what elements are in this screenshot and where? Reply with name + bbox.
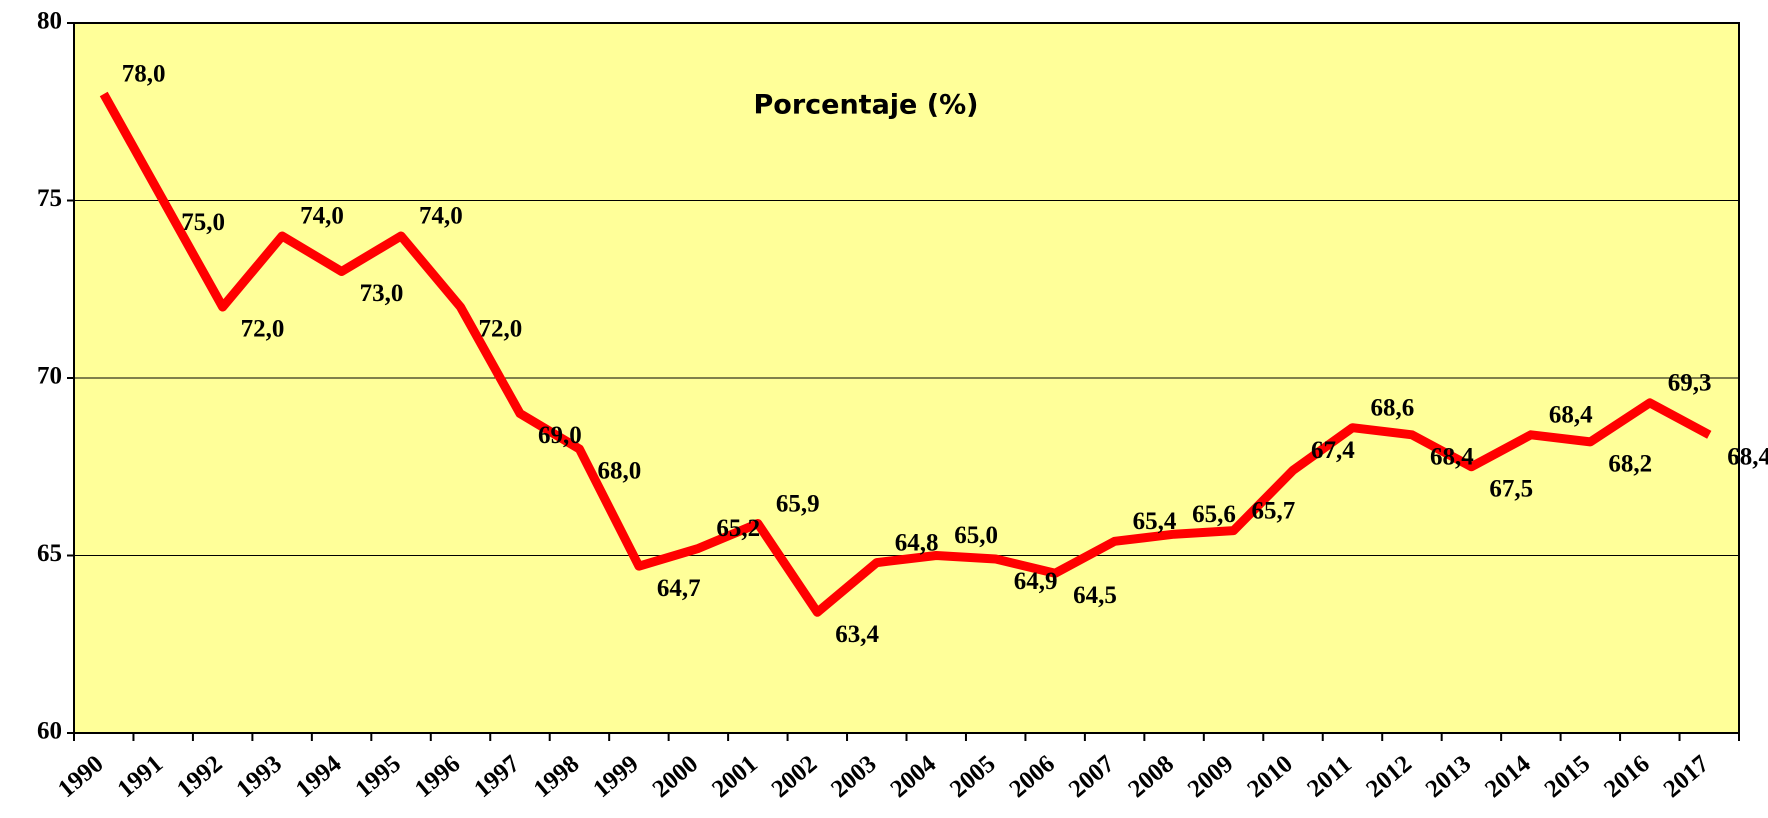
data-label: 74,0 [300, 203, 344, 230]
x-tick-label: 1994 [291, 750, 347, 803]
data-label: 75,0 [181, 209, 225, 236]
x-tick-label: 1993 [231, 750, 287, 803]
x-tick-label: 2004 [886, 750, 942, 803]
data-label: 68,2 [1608, 451, 1652, 478]
x-tick-label: 1990 [53, 750, 109, 803]
data-label: 67,4 [1311, 437, 1355, 464]
x-tick-label: 2011 [1302, 751, 1357, 803]
x-tick-label: 2012 [1361, 750, 1417, 803]
data-label: 65,9 [776, 490, 820, 517]
data-label: 65,7 [1252, 497, 1296, 524]
data-label: 74,0 [419, 203, 463, 230]
line-series [99, 91, 1712, 617]
data-label: 65,2 [716, 515, 760, 542]
x-tick-label: 2005 [945, 750, 1001, 803]
x-tick-label: 2010 [1242, 750, 1298, 803]
x-tick-label: 1992 [172, 750, 228, 803]
data-label: 65,0 [954, 522, 998, 549]
y-tick-label: 60 [37, 718, 62, 745]
data-label: 68,4 [1430, 444, 1474, 471]
y-tick-label: 80 [37, 8, 62, 35]
x-tick-label: 2003 [826, 750, 882, 803]
data-label: 69,0 [538, 422, 582, 449]
x-tick-label: 2014 [1480, 750, 1536, 803]
data-label: 69,3 [1668, 370, 1712, 397]
x-tick-label: 2007 [1064, 750, 1120, 803]
data-label: 72,0 [479, 316, 523, 343]
data-label: 63,4 [835, 621, 879, 648]
data-label: 68,4 [1727, 444, 1768, 471]
y-tick-label: 70 [37, 363, 62, 390]
x-tick-label: 2013 [1421, 750, 1477, 803]
x-tick-label: 1991 [113, 750, 169, 803]
data-label: 64,9 [1014, 568, 1058, 595]
chart-title: Porcentaje (%) [753, 90, 978, 121]
data-label: 64,7 [657, 575, 701, 602]
data-label: 68,0 [597, 458, 641, 485]
data-label: 68,4 [1549, 402, 1593, 429]
x-tick-label: 2009 [1183, 750, 1239, 803]
x-tick-label: 1996 [410, 750, 466, 803]
data-label: 72,0 [241, 316, 285, 343]
data-label: 78,0 [122, 61, 166, 88]
x-tick-label: 2006 [1004, 750, 1060, 803]
x-tick-label: 1998 [529, 750, 585, 803]
x-tick-label: 2016 [1599, 750, 1655, 803]
x-tick-label: 1995 [350, 750, 406, 803]
data-label: 73,0 [360, 280, 404, 307]
data-label: 68,6 [1370, 394, 1414, 421]
data-label: 64,8 [895, 529, 939, 556]
x-tick-label: 2000 [648, 750, 704, 803]
x-tick-label: 1997 [469, 750, 525, 803]
x-tick-label: 2001 [707, 750, 763, 803]
x-tick-label: 1999 [588, 750, 644, 803]
x-tick-label: 2017 [1659, 750, 1715, 803]
data-label: 65,4 [1133, 508, 1177, 535]
x-tick-label: 2008 [1123, 750, 1179, 803]
y-tick-label: 65 [37, 540, 62, 567]
x-tick-label: 2002 [767, 750, 823, 803]
y-tick-label: 75 [37, 185, 62, 212]
data-label: 64,5 [1073, 582, 1117, 609]
x-tick-label: 2015 [1540, 750, 1596, 803]
data-label: 65,6 [1192, 501, 1236, 528]
data-label: 67,5 [1489, 475, 1533, 502]
